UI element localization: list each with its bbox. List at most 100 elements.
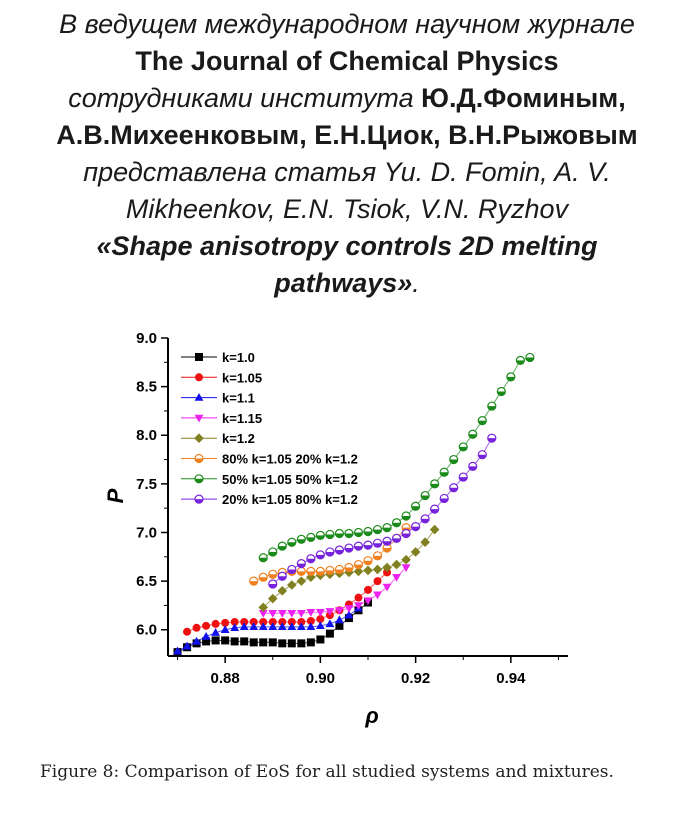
legend-marker (195, 373, 203, 382)
data-point (477, 450, 487, 460)
square-marker (221, 636, 230, 645)
half-circle-fill (392, 522, 401, 527)
triangle-marker (194, 414, 204, 423)
half-circle-fill (344, 567, 353, 572)
data-point (259, 638, 268, 647)
y-tick-label: 6.5 (136, 573, 157, 590)
data-point (401, 528, 411, 539)
data-point (382, 543, 392, 553)
data-point (287, 580, 297, 590)
square-marker (259, 638, 268, 647)
data-point (458, 442, 468, 452)
data-point (278, 617, 287, 626)
data-point (268, 579, 278, 589)
circle-marker (297, 617, 306, 626)
eos-chart: 0.88 0.90 0.92 0.94 6.0 6.5 7.0 7.5 8.0 8.5 9.0 k=… (103, 330, 568, 728)
legend-marker (194, 414, 204, 423)
half-circle-fill (335, 569, 344, 574)
square-marker (278, 639, 287, 648)
circle-marker (183, 627, 192, 636)
triangle-marker (182, 641, 192, 650)
circle-marker (240, 617, 249, 626)
staff-prefix: сотрудниками института (68, 83, 414, 113)
square-marker (211, 636, 220, 645)
half-circle-fill (449, 459, 458, 464)
triangle-marker (201, 631, 211, 640)
legend-item: 50% k=1.05 50% k=1.2 (181, 472, 358, 487)
figure-caption: Figure 8: Comparison of EoS for all stud… (40, 762, 614, 782)
data-point (306, 616, 315, 625)
data-point (373, 591, 382, 600)
data-point (354, 593, 363, 602)
triangle-marker (258, 622, 268, 631)
title-period: . (412, 268, 420, 298)
y-tick-label: 7.5 (136, 476, 157, 493)
half-circle-fill (297, 539, 306, 544)
data-point (525, 352, 535, 363)
legend-item: 80% k=1.05 20% k=1.2 (181, 452, 358, 467)
data-point (267, 593, 278, 604)
circle-marker (202, 621, 211, 630)
author-list: А.В.Михеенковым, Е.Н.Циок, В.Н.Рыжовым (56, 120, 638, 150)
triangle-marker (268, 622, 278, 631)
legend-marker (195, 353, 203, 361)
data-point (344, 605, 354, 613)
triangle-marker (382, 583, 392, 592)
triangle-marker (306, 622, 316, 631)
data-point (258, 602, 269, 613)
data-point (382, 536, 392, 546)
circle-marker (287, 617, 296, 626)
half-circle-fill (478, 454, 487, 459)
data-point (221, 636, 230, 645)
y-axis-label: P (103, 488, 128, 503)
triangle-marker (335, 607, 344, 615)
legend-item: k=1.05 (181, 370, 262, 385)
triangle-marker (325, 619, 335, 628)
diamond-marker (353, 566, 364, 577)
triangle-marker (211, 628, 221, 636)
circle-marker (306, 616, 315, 625)
data-point (258, 610, 268, 618)
half-circle-fill (402, 515, 411, 520)
data-point (468, 429, 478, 439)
series-line (186, 571, 388, 633)
half-circle-fill (468, 466, 477, 471)
data-point (192, 623, 201, 632)
data-point (430, 504, 440, 514)
x-tick-label: 0.94 (496, 670, 526, 687)
data-point (268, 622, 278, 631)
data-point (420, 514, 430, 524)
data-point (364, 585, 372, 594)
triangle-marker (287, 610, 297, 618)
half-circle-fill (411, 526, 420, 531)
data-point (306, 566, 316, 576)
data-point (325, 529, 335, 540)
half-circle-fill (249, 581, 258, 586)
half-circle-fill (316, 554, 325, 559)
triangle-marker (194, 393, 204, 401)
half-circle-fill (373, 543, 382, 548)
half-circle-fill (259, 577, 268, 582)
y-tick-label: 8.5 (136, 379, 157, 396)
legend-marker (194, 453, 204, 464)
half-circle-fill (497, 391, 506, 396)
data-point (325, 629, 334, 638)
data-point (420, 490, 430, 501)
data-point (297, 617, 306, 626)
data-point (411, 501, 421, 511)
half-circle-fill (316, 535, 325, 540)
data-point (315, 566, 325, 576)
circle-marker (195, 373, 203, 382)
journal-name: The Journal of Chemical Physics (135, 46, 559, 76)
half-circle-fill (335, 550, 344, 554)
square-marker (240, 637, 249, 646)
triangle-marker (296, 622, 306, 631)
triangle-marker (373, 591, 382, 600)
data-point (192, 636, 201, 645)
half-circle-fill (268, 584, 277, 589)
data-point (353, 566, 364, 577)
data-point (315, 550, 325, 560)
data-point (411, 522, 421, 532)
half-circle-fill (468, 434, 477, 439)
data-point (391, 518, 402, 528)
